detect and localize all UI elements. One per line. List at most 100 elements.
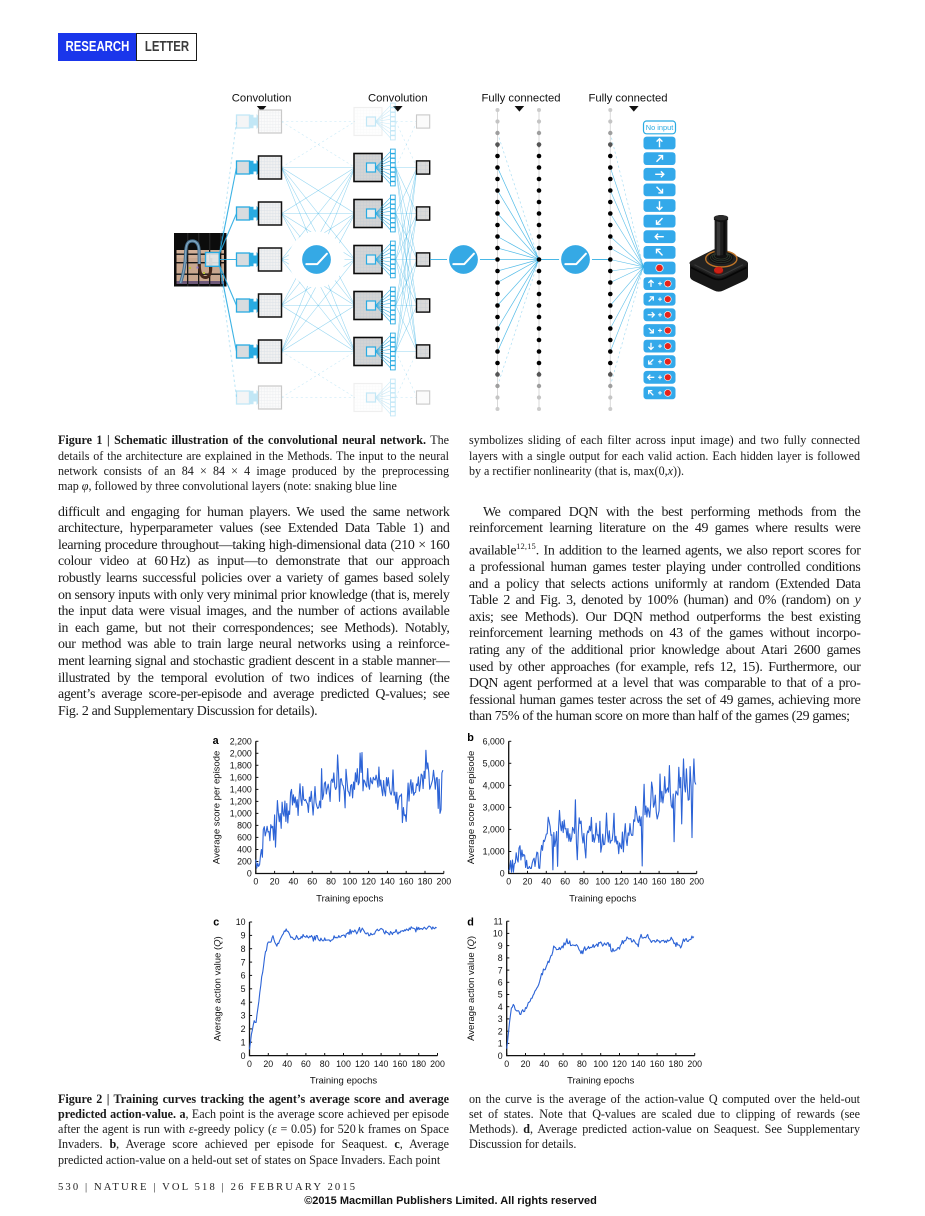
svg-text:160: 160: [650, 1059, 665, 1069]
svg-text:2,000: 2,000: [483, 825, 505, 835]
svg-text:1,600: 1,600: [230, 773, 252, 783]
svg-text:0: 0: [498, 1051, 503, 1061]
svg-text:5: 5: [498, 990, 503, 1000]
svg-text:Average score per episode: Average score per episode: [466, 751, 477, 864]
svg-text:0: 0: [247, 869, 252, 879]
svg-text:40: 40: [539, 1059, 549, 1069]
svg-text:2,200: 2,200: [230, 737, 252, 747]
svg-text:7: 7: [498, 965, 503, 975]
svg-text:120: 120: [361, 877, 376, 887]
svg-text:140: 140: [631, 1059, 646, 1069]
svg-text:Fully connected: Fully connected: [481, 93, 560, 105]
svg-text:No input: No input: [646, 123, 674, 132]
svg-text:Average action value (Q): Average action value (Q): [212, 936, 223, 1041]
svg-text:Fully connected: Fully connected: [588, 93, 667, 105]
svg-text:10: 10: [236, 917, 246, 927]
svg-text:1,400: 1,400: [230, 785, 252, 795]
svg-text:0: 0: [247, 1059, 252, 1069]
svg-text:2,000: 2,000: [230, 749, 252, 759]
svg-text:140: 140: [633, 877, 648, 887]
svg-text:1: 1: [241, 1037, 246, 1047]
svg-text:600: 600: [237, 833, 252, 843]
svg-text:2: 2: [498, 1026, 503, 1036]
svg-text:0: 0: [253, 877, 258, 887]
svg-text:1,000: 1,000: [230, 809, 252, 819]
svg-text:20: 20: [523, 877, 533, 887]
svg-text:6,000: 6,000: [483, 737, 505, 747]
svg-text:100: 100: [336, 1059, 351, 1069]
svg-text:Convolution: Convolution: [368, 93, 428, 105]
svg-text:3,000: 3,000: [483, 803, 505, 813]
svg-text:7: 7: [241, 957, 246, 967]
svg-text:0: 0: [504, 1059, 509, 1069]
svg-text:Convolution: Convolution: [232, 93, 292, 105]
svg-text:140: 140: [380, 877, 395, 887]
svg-text:40: 40: [282, 1059, 292, 1069]
svg-text:8: 8: [241, 944, 246, 954]
svg-text:200: 200: [689, 877, 704, 887]
svg-text:4: 4: [241, 997, 246, 1007]
svg-text:Average action value (Q): Average action value (Q): [466, 936, 477, 1041]
svg-text:100: 100: [342, 877, 357, 887]
svg-text:Training epochs: Training epochs: [316, 894, 383, 905]
svg-text:800: 800: [237, 821, 252, 831]
svg-text:9: 9: [241, 931, 246, 941]
svg-text:9: 9: [498, 941, 503, 951]
svg-text:60: 60: [301, 1059, 311, 1069]
svg-text:60: 60: [558, 1059, 568, 1069]
svg-text:10: 10: [493, 929, 503, 939]
svg-text:5: 5: [241, 984, 246, 994]
svg-text:0: 0: [506, 877, 511, 887]
svg-text:0: 0: [500, 869, 505, 879]
svg-text:a: a: [213, 735, 220, 747]
svg-text:120: 120: [612, 1059, 627, 1069]
svg-text:8: 8: [498, 953, 503, 963]
svg-text:20: 20: [263, 1059, 273, 1069]
svg-text:120: 120: [614, 877, 629, 887]
svg-text:160: 160: [399, 877, 414, 887]
svg-text:6: 6: [241, 971, 246, 981]
svg-text:Training epochs: Training epochs: [310, 1076, 377, 1087]
svg-text:d: d: [467, 917, 474, 929]
svg-text:200: 200: [436, 877, 451, 887]
svg-text:c: c: [213, 917, 219, 929]
svg-text:180: 180: [669, 1059, 684, 1069]
svg-text:200: 200: [430, 1059, 445, 1069]
svg-text:20: 20: [270, 877, 280, 887]
svg-text:80: 80: [326, 877, 336, 887]
svg-text:180: 180: [671, 877, 686, 887]
svg-text:1,000: 1,000: [483, 847, 505, 857]
svg-text:2: 2: [241, 1024, 246, 1034]
svg-text:80: 80: [577, 1059, 587, 1069]
svg-text:11: 11: [494, 916, 503, 926]
svg-text:1,800: 1,800: [230, 761, 252, 771]
svg-text:40: 40: [541, 877, 551, 887]
svg-text:80: 80: [579, 877, 589, 887]
svg-text:80: 80: [320, 1059, 330, 1069]
svg-text:Average score per episode: Average score per episode: [212, 751, 223, 864]
svg-text:3: 3: [498, 1014, 503, 1024]
svg-text:Training epochs: Training epochs: [567, 1076, 634, 1087]
svg-text:6: 6: [498, 978, 503, 988]
svg-text:5,000: 5,000: [483, 759, 505, 769]
svg-text:400: 400: [237, 845, 252, 855]
svg-text:1: 1: [498, 1039, 503, 1049]
svg-text:200: 200: [687, 1059, 702, 1069]
svg-text:1,200: 1,200: [230, 797, 252, 807]
svg-text:180: 180: [411, 1059, 426, 1069]
svg-text:180: 180: [418, 877, 433, 887]
svg-text:140: 140: [374, 1059, 389, 1069]
svg-text:Training epochs: Training epochs: [569, 894, 636, 905]
svg-text:60: 60: [560, 877, 570, 887]
svg-text:100: 100: [595, 877, 610, 887]
svg-text:3: 3: [241, 1011, 246, 1021]
svg-text:100: 100: [593, 1059, 608, 1069]
svg-text:0: 0: [241, 1051, 246, 1061]
svg-text:4: 4: [498, 1002, 503, 1012]
svg-text:200: 200: [237, 857, 252, 867]
svg-text:b: b: [467, 732, 474, 744]
svg-text:20: 20: [521, 1059, 531, 1069]
svg-text:4,000: 4,000: [483, 781, 505, 791]
svg-text:120: 120: [355, 1059, 370, 1069]
svg-text:160: 160: [393, 1059, 408, 1069]
